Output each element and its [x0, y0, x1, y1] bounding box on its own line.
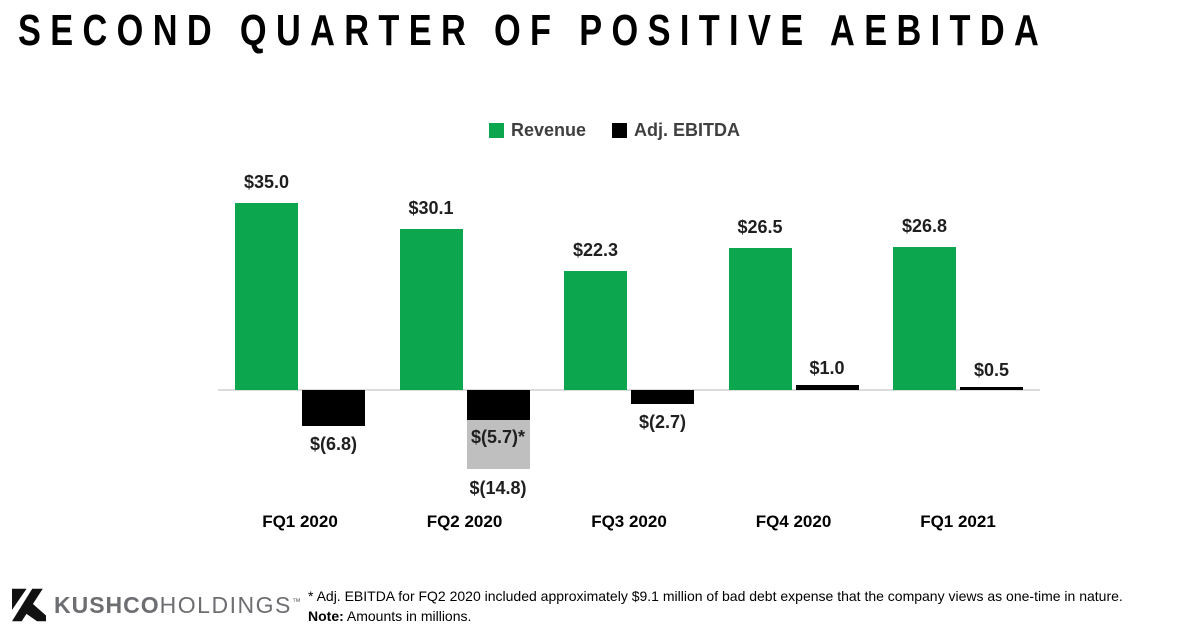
footnote-line: * Adj. EBITDA for FQ2 2020 included appr… [308, 588, 1123, 604]
revenue-bar-fq2-2020 [399, 229, 463, 390]
revenue-value-fq1-2021: $26.8 [901, 215, 948, 236]
revenue-swatch-icon [489, 123, 504, 138]
category-label-fq1-2021: FQ1 2021 [920, 512, 996, 531]
note-label: Note: [308, 608, 344, 624]
aebitda-bar-fq2-2020 [466, 390, 530, 421]
chart-legend: Revenue Adj. EBITDA [489, 120, 740, 141]
aebitda-swatch-icon [612, 123, 628, 138]
kushco-logo-icon [12, 588, 46, 622]
note-line: Note: Amounts in millions. [308, 606, 1170, 626]
revenue-value-fq2-2020: $30.1 [408, 198, 454, 219]
revenue-value-fq4-2020: $26.5 [737, 217, 783, 238]
category-label-fq2-2020: FQ2 2020 [426, 512, 503, 531]
aebitda-value-fq1-2020: $(6.8) [309, 434, 358, 455]
aebitda-value-fq4-2020: $1.0 [809, 357, 845, 378]
onetime-gray-bar-fq2-2020 [466, 420, 530, 470]
legend-item-aebitda: Adj. EBITDA [612, 120, 740, 141]
aebitda-value-fq3-2020: $(2.7) [638, 412, 687, 433]
revenue-bar-fq4-2020 [728, 248, 792, 390]
aebitda-bar-fq3-2020 [631, 390, 694, 405]
x-axis-line [218, 389, 1040, 391]
revenue-bar-fq3-2020 [564, 270, 627, 390]
revenue-value-fq3-2020: $22.3 [572, 239, 619, 260]
aebitda-bar-fq4-2020 [795, 384, 859, 390]
revenue-value-fq1-2020: $35.0 [243, 171, 290, 192]
trademark-symbol: ™ [291, 595, 301, 606]
slide-title: SECOND QUARTER OF POSITIVE AEBITDA [18, 6, 1049, 55]
category-label-fq4-2020: FQ4 2020 [755, 512, 832, 531]
aebitda-bar-fq1-2020 [302, 390, 365, 427]
revenue-bar-fq1-2021 [893, 246, 956, 390]
aebitda-value-fq1-2021: $0.5 [973, 360, 1010, 380]
onetime-total-value-fq2-2020: $(14.8) [469, 478, 527, 499]
aebitda-value-fq2-2020: $(5.7)* [470, 427, 526, 448]
note-text: Amounts in millions. [343, 608, 472, 624]
footnotes: * Adj. EBITDA for FQ2 2020 included appr… [308, 586, 1170, 626]
category-label-fq3-2020: FQ3 2020 [591, 512, 667, 531]
legend-label-aebitda: Adj. EBITDA [634, 120, 741, 140]
aebitda-bar-fq1-2021 [960, 387, 1023, 390]
legend-label-revenue: Revenue [511, 120, 587, 140]
logo-brand: KUSHCO [54, 591, 160, 618]
kushco-logo-text: KUSHCOHOLDINGS™ [54, 592, 301, 619]
logo-suffix: HOLDINGS [159, 591, 292, 618]
category-label-fq1-2020: FQ1 2020 [262, 512, 338, 531]
legend-item-revenue: Revenue [489, 120, 586, 141]
revenue-bar-fq1-2020 [235, 202, 298, 390]
kushco-logo: KUSHCOHOLDINGS™ [12, 583, 301, 627]
